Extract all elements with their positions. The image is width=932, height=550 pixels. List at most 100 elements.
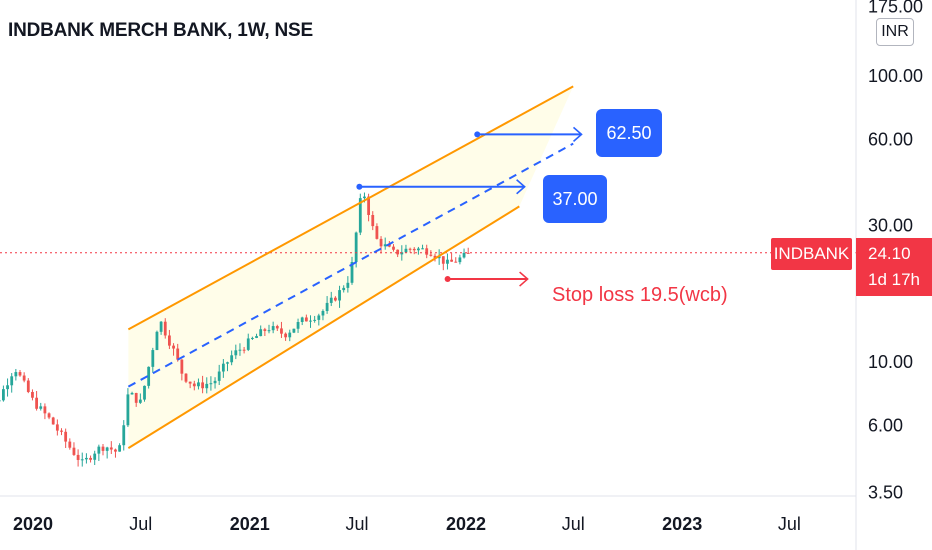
candle: [267, 324, 271, 334]
candle: [205, 377, 209, 394]
candle: [446, 253, 449, 270]
candle: [39, 402, 43, 411]
annotation-arrow-2[interactable]: [474, 126, 583, 142]
candle: [213, 377, 217, 389]
candle: [26, 378, 30, 394]
candle: [85, 453, 88, 464]
candle: [242, 346, 246, 354]
y-tick-label: 100.00: [868, 66, 923, 86]
candle: [201, 375, 205, 394]
candle: [350, 256, 354, 285]
candle: [101, 443, 105, 456]
candle: [317, 313, 321, 326]
x-tick-label: Jul: [129, 514, 152, 534]
currency-button[interactable]: INR: [876, 18, 914, 46]
stop-loss-label[interactable]: Stop loss 19.5(wcb): [552, 284, 728, 306]
x-tick-label: Jul: [346, 514, 369, 534]
candle: [209, 376, 213, 391]
x-tick-label: Jul: [778, 514, 801, 534]
candle: [234, 344, 238, 360]
candle: [0, 400, 1, 402]
candle: [60, 428, 63, 436]
target-1-label[interactable]: 37.00: [543, 175, 607, 223]
candle: [238, 343, 242, 356]
x-tick-label: 2022: [446, 514, 486, 534]
candle: [172, 343, 175, 356]
candle: [450, 253, 454, 262]
candle: [72, 442, 76, 456]
y-tick-label: 10.00: [868, 352, 913, 372]
candle: [68, 438, 72, 450]
candle: [300, 316, 304, 326]
candle: [325, 296, 329, 314]
candle: [454, 257, 458, 263]
annotation-arrow-1[interactable]: [356, 179, 526, 195]
candle: [122, 420, 126, 451]
candle: [192, 380, 196, 391]
candle: [18, 369, 22, 377]
candle: [396, 249, 400, 258]
candle: [371, 211, 375, 231]
candle: [130, 391, 134, 395]
candle: [329, 291, 333, 307]
chart-title: INDBANK MERCH BANK, 1W, NSE: [8, 20, 313, 41]
candle: [118, 443, 122, 452]
candle: [429, 250, 433, 257]
candle: [425, 244, 429, 259]
candle: [346, 276, 350, 293]
candle: [168, 329, 171, 350]
candle: [22, 372, 26, 383]
target-2-label[interactable]: 62.50: [596, 109, 662, 157]
candle: [35, 391, 39, 411]
y-tick-label: 3.50: [868, 482, 903, 502]
candle: [151, 347, 155, 373]
candle: [304, 314, 308, 322]
candle: [284, 332, 288, 341]
candle: [184, 373, 188, 384]
candle: [93, 450, 97, 466]
channel-lower-line[interactable]: [127, 205, 520, 449]
candle: [246, 333, 250, 352]
candle: [408, 247, 412, 253]
candle: [441, 256, 445, 271]
y-tick-label: 30.00: [868, 216, 913, 236]
x-tick-label: 2023: [662, 514, 702, 534]
candle: [134, 392, 138, 407]
channel-upper-line[interactable]: [127, 85, 574, 331]
candle: [375, 223, 379, 240]
annotation-arrow-3[interactable]: [444, 271, 529, 287]
candle: [404, 244, 408, 253]
candle: [89, 455, 92, 463]
candle: [221, 359, 225, 378]
candle: [226, 361, 229, 372]
candle: [412, 247, 416, 255]
candle: [197, 378, 200, 390]
candle: [466, 247, 470, 254]
candle: [138, 393, 142, 404]
y-tick-label: 60.00: [868, 129, 913, 149]
candle: [6, 378, 9, 397]
candle: [47, 412, 51, 420]
candle: [313, 315, 317, 323]
candle: [14, 368, 18, 381]
candle: [288, 329, 292, 342]
y-tick-label: 175.00: [868, 0, 923, 16]
candle: [462, 248, 466, 259]
candle: [309, 315, 312, 328]
candle: [271, 321, 275, 334]
candle: [126, 388, 130, 427]
candle: [321, 309, 325, 321]
channel-middle-line[interactable]: [127, 142, 574, 388]
candle: [159, 321, 163, 335]
candle: [392, 244, 395, 252]
candle: [76, 449, 80, 467]
candle: [55, 419, 59, 436]
candle: [338, 285, 341, 308]
candle: [80, 452, 84, 467]
candle: [230, 350, 234, 366]
candle: [383, 237, 387, 250]
candle: [43, 403, 47, 420]
candle: [31, 389, 34, 401]
